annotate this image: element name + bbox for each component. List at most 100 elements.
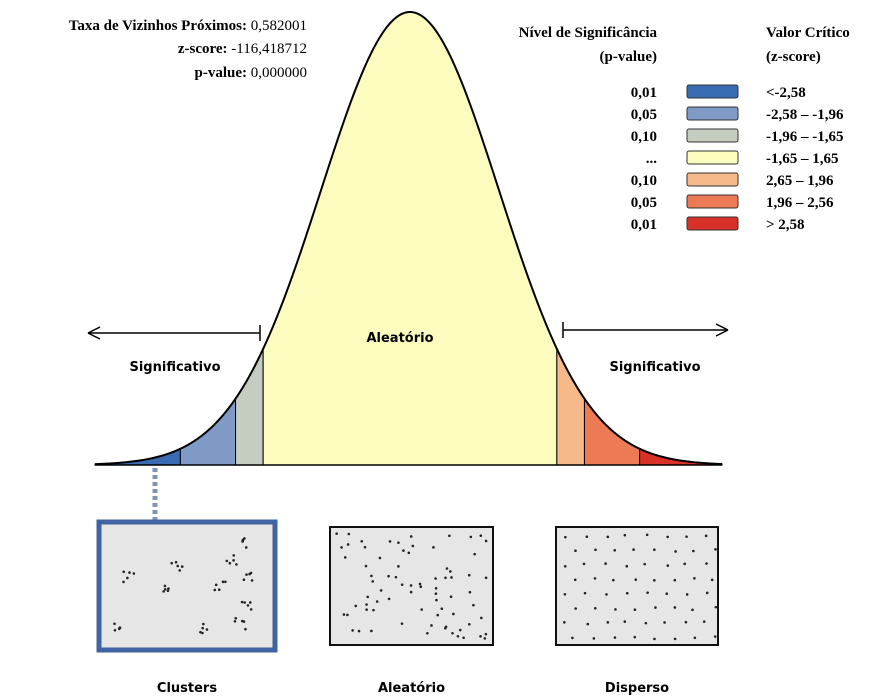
point (411, 544, 415, 548)
point (571, 636, 574, 640)
point (400, 622, 404, 625)
point (434, 587, 438, 590)
point (351, 629, 354, 632)
point (224, 580, 227, 584)
point (605, 593, 608, 596)
stat-label: p-value: (195, 65, 248, 81)
point (456, 634, 460, 638)
point (645, 533, 649, 537)
point (563, 620, 566, 624)
point (364, 564, 368, 568)
point (593, 606, 597, 610)
point (673, 606, 677, 609)
legend-swatch (686, 172, 739, 187)
point (666, 564, 670, 567)
point (244, 546, 248, 549)
stat-value: -116,418712 (231, 41, 307, 57)
point (246, 604, 250, 607)
distribution-curve (94, 10, 723, 466)
point (432, 546, 435, 549)
point (449, 595, 453, 599)
point (199, 630, 202, 634)
point (248, 601, 252, 604)
point (583, 591, 587, 595)
legend-z: 2,65 – 1,96 (766, 173, 834, 189)
point (714, 548, 717, 551)
legend-p: 0,10 (631, 129, 657, 145)
point (217, 588, 221, 591)
legend-p: 0,01 (631, 85, 657, 101)
point (693, 577, 696, 580)
point (397, 541, 400, 544)
point (232, 559, 235, 562)
point (170, 561, 173, 565)
point (346, 613, 349, 617)
legend-p: 0,10 (631, 173, 657, 189)
point (340, 546, 343, 549)
point (387, 574, 390, 578)
point (479, 534, 483, 537)
point (225, 559, 229, 563)
point (673, 637, 677, 641)
point (388, 540, 392, 543)
point (346, 543, 350, 546)
legend-header: Nível de Significância (519, 25, 658, 41)
stat-value: 0,000000 (251, 65, 307, 81)
panel (96, 519, 278, 653)
point (444, 576, 447, 580)
point (420, 608, 423, 611)
point (713, 635, 717, 638)
point (434, 577, 437, 580)
left-label: Significativo (129, 360, 220, 375)
point (232, 554, 236, 557)
point (245, 573, 248, 576)
legend-swatch (686, 106, 739, 121)
right-label: Significativo (609, 360, 700, 375)
point (451, 631, 454, 635)
point (586, 622, 590, 626)
point (375, 600, 379, 603)
point (484, 632, 488, 636)
point (435, 598, 438, 602)
point (573, 578, 577, 582)
point (693, 636, 697, 640)
point (243, 601, 247, 604)
point (685, 535, 688, 538)
point (564, 535, 567, 539)
point (663, 621, 666, 624)
point (434, 592, 438, 595)
point (585, 535, 589, 539)
point (710, 578, 714, 582)
legend-swatch (686, 150, 739, 165)
point (426, 631, 429, 635)
point (714, 605, 718, 609)
point (450, 576, 453, 579)
point (684, 620, 688, 624)
point (563, 564, 567, 568)
point (122, 580, 125, 584)
point (593, 577, 597, 580)
point (592, 637, 596, 640)
point (363, 545, 367, 549)
stat: Taxa de Vizinhos Próximos: 0,582001 (69, 18, 307, 34)
legend-z: -2,58 – -1,96 (766, 107, 844, 123)
point (458, 628, 462, 632)
point (162, 590, 165, 593)
point (180, 565, 184, 568)
point (704, 534, 708, 538)
legend-header: Valor Crítico (766, 25, 850, 41)
point (625, 564, 629, 568)
point (574, 549, 577, 552)
point (370, 574, 373, 578)
point (614, 608, 617, 611)
point (462, 636, 465, 640)
point (201, 631, 204, 635)
point (613, 636, 617, 639)
point (244, 627, 247, 631)
arrow-head (715, 323, 729, 337)
panels: Clusters Aleatório Disperso (96, 519, 719, 696)
point (372, 608, 375, 612)
legend-swatch (686, 194, 739, 209)
legend-z: -1,96 – -1,65 (766, 129, 844, 145)
